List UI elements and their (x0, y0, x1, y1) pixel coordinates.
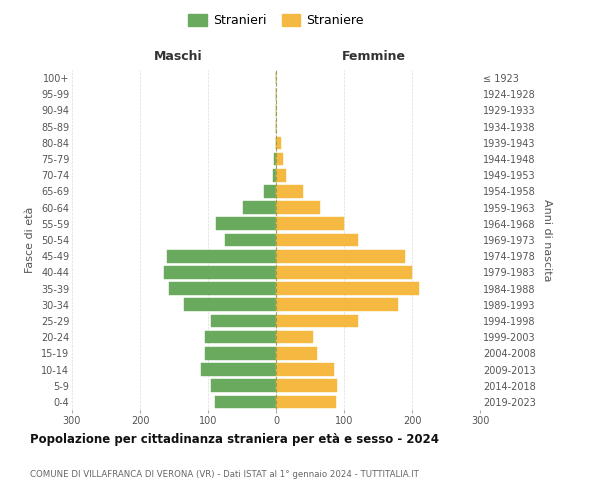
Bar (276, 282, 419, 295)
Bar (276, 185, 303, 198)
Text: Maschi: Maschi (154, 50, 202, 63)
Bar (274, 152, 276, 166)
Bar (205, 347, 276, 360)
Bar (215, 396, 276, 408)
Bar (205, 331, 276, 344)
Bar (273, 169, 276, 181)
Bar (216, 218, 276, 230)
Bar (276, 218, 344, 230)
Bar (276, 396, 336, 408)
Bar (276, 347, 317, 360)
Text: Popolazione per cittadinanza straniera per età e sesso - 2024: Popolazione per cittadinanza straniera p… (30, 432, 439, 446)
Bar (244, 202, 276, 214)
Y-axis label: Anni di nascita: Anni di nascita (542, 198, 553, 281)
Bar (276, 298, 398, 311)
Bar (276, 202, 320, 214)
Bar (167, 250, 276, 262)
Bar (276, 136, 281, 149)
Text: Femmine: Femmine (342, 50, 406, 63)
Bar (264, 185, 276, 198)
Bar (276, 266, 412, 278)
Bar (276, 152, 283, 166)
Bar (276, 314, 358, 328)
Bar (225, 234, 276, 246)
Bar (276, 331, 313, 344)
Bar (276, 234, 358, 246)
Bar (276, 363, 334, 376)
Legend: Stranieri, Straniere: Stranieri, Straniere (185, 11, 367, 30)
Bar (276, 250, 405, 262)
Bar (211, 380, 276, 392)
Bar (201, 363, 276, 376)
Bar (211, 314, 276, 328)
Bar (169, 282, 276, 295)
Text: COMUNE DI VILLAFRANCA DI VERONA (VR) - Dati ISTAT al 1° gennaio 2024 - TUTTITALI: COMUNE DI VILLAFRANCA DI VERONA (VR) - D… (30, 470, 419, 479)
Bar (276, 380, 337, 392)
Y-axis label: Fasce di età: Fasce di età (25, 207, 35, 273)
Bar (276, 169, 286, 181)
Bar (184, 298, 276, 311)
Bar (164, 266, 276, 278)
